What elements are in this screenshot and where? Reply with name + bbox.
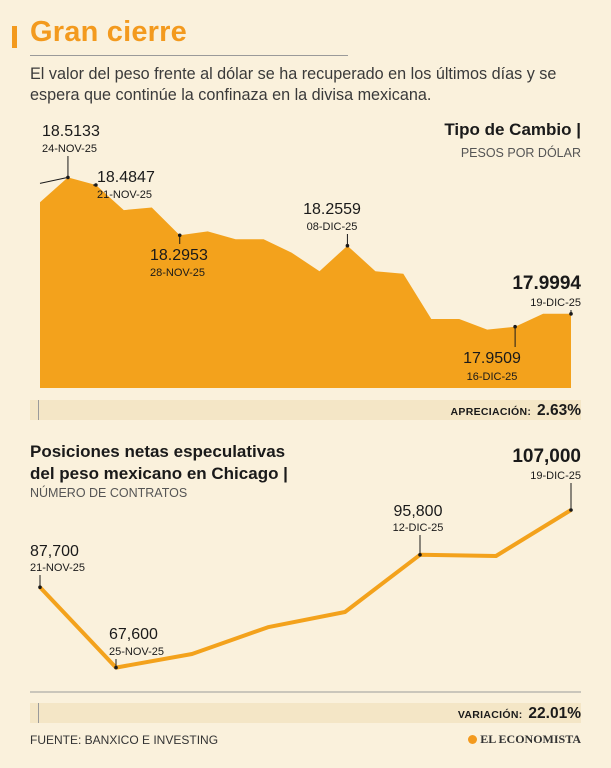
positions-value-label: 95,800 — [394, 503, 443, 520]
title-divider — [30, 55, 348, 56]
exchange-value-label: 17.9509 — [463, 350, 521, 367]
variation-band — [30, 703, 581, 723]
exchange-date-label: 16-DIC-25 — [467, 371, 518, 383]
exchange-chart-title: Tipo de Cambio | — [444, 120, 581, 139]
exchange-value-label: 17.9994 — [512, 273, 581, 294]
exchange-rate-area — [40, 177, 571, 388]
appreciation-band — [30, 400, 581, 420]
positions-chart-subtitle: NÚMERO DE CONTRATOS — [30, 486, 188, 500]
exchange-value-label: 18.4847 — [97, 169, 155, 186]
exchange-date-label: 08-DIC-25 — [307, 221, 358, 233]
exchange-date-label: 28-NOV-25 — [150, 267, 205, 279]
header-accent-bar — [12, 26, 17, 48]
positions-date-label: 12-DIC-25 — [393, 522, 444, 534]
exchange-value-label: 18.2559 — [303, 201, 361, 218]
brand-icon — [468, 735, 478, 744]
positions-value-label: 67,600 — [109, 626, 158, 643]
exchange-date-label: 19-DIC-25 — [530, 297, 581, 309]
exchange-value-label: 18.2953 — [150, 247, 208, 264]
exchange-value-label: 18.5133 — [42, 123, 100, 140]
appreciation-band-tick — [38, 400, 39, 420]
page-title: Gran cierre — [30, 16, 187, 48]
positions-chart-title: Posiciones netas especulativas del peso … — [30, 441, 288, 485]
exchange-leader-start — [39, 176, 69, 184]
variation-band-tick — [38, 703, 39, 723]
brand-logo: EL ECONOMISTA — [468, 732, 581, 747]
positions-date-label: 25-NOV-25 — [109, 646, 164, 658]
positions-chart: 87,700 21-NOV-25 67,600 25-NOV-25 95,800 12-D… — [30, 446, 581, 693]
source-note: FUENTE: BANXICO E INVESTING — [30, 733, 219, 747]
positions-date-label: 21-NOV-25 — [30, 562, 85, 574]
exchange-date-label: 21-NOV-25 — [97, 189, 152, 201]
positions-value-label: 107,000 — [512, 446, 581, 467]
exchange-point-19-DIC-25 — [569, 312, 573, 316]
variation-key: VARIACIÓN: — [457, 709, 523, 721]
variation-value: 22.01% — [528, 705, 581, 722]
appreciation-label: APRECIACIÓN: 2.63% — [451, 402, 581, 420]
exchange-date-label: 24-NOV-25 — [42, 143, 97, 155]
exchange-chart-subtitle: PESOS POR DÓLAR — [460, 146, 581, 160]
positions-line — [38, 508, 573, 670]
positions-date-label: 19-DIC-25 — [530, 470, 581, 482]
variation-label: VARIACIÓN: 22.01% — [458, 705, 581, 723]
page-subtitle: El valor del peso frente al dólar se ha … — [30, 65, 557, 104]
positions-title-line2: del peso mexicano en Chicago | — [30, 464, 288, 483]
positions-value-label: 87,700 — [30, 543, 79, 560]
appreciation-key: APRECIACIÓN: — [450, 406, 532, 418]
brand-name: EL ECONOMISTA — [480, 732, 581, 746]
exchange-rate-chart: 18.5133 24-NOV-25 18.4847 21-NOV-25 18.2953 2… — [39, 123, 581, 388]
positions-title-line1: Posiciones netas especulativas — [30, 442, 286, 461]
appreciation-value: 2.63% — [537, 402, 581, 419]
